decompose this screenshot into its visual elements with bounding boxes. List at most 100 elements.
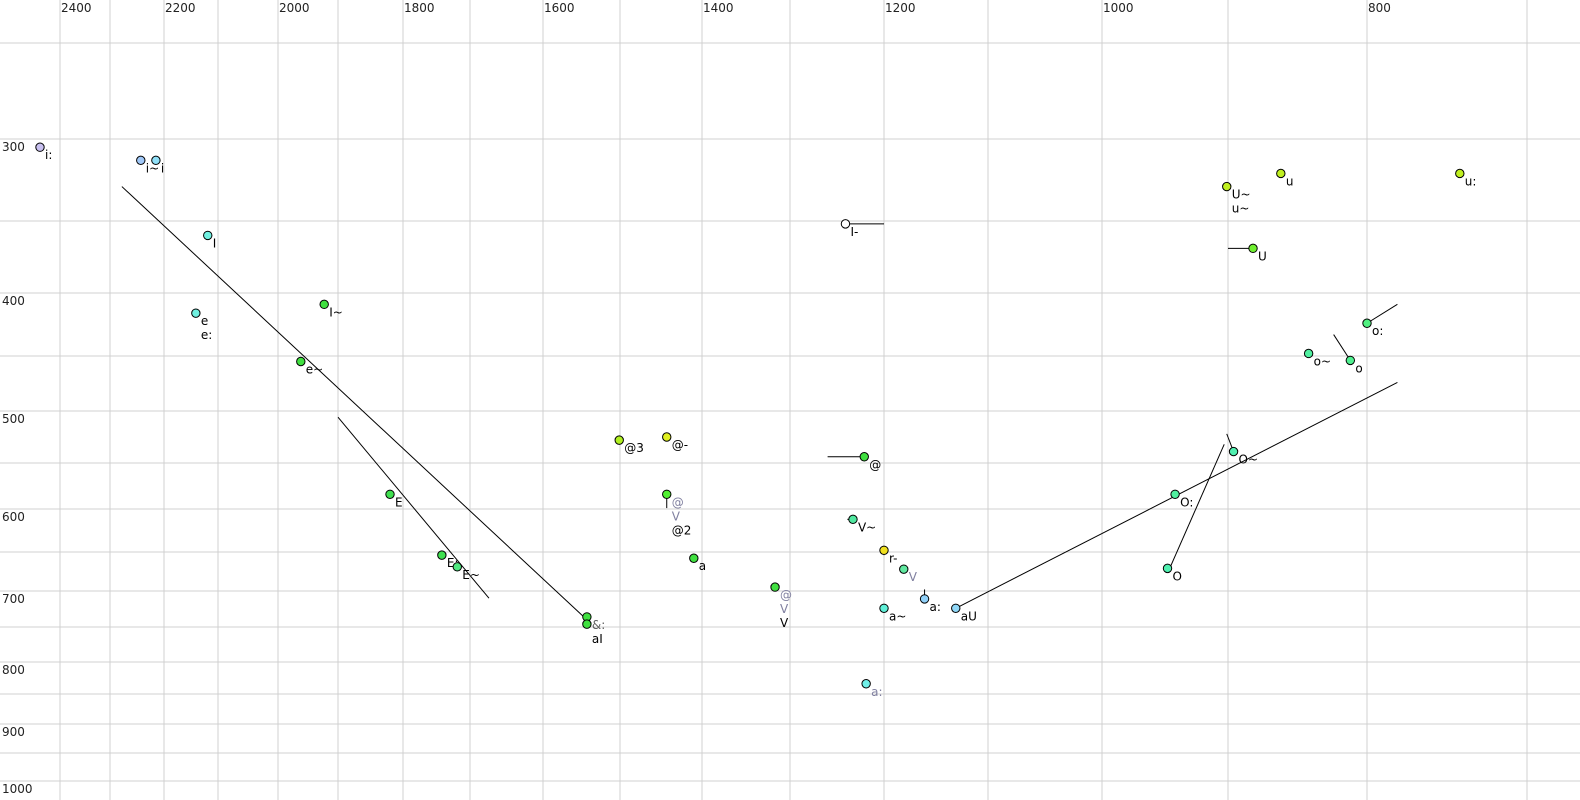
vowel-marker [1170,489,1180,499]
vowel-point: E: [437,550,458,570]
vowel-marker [879,603,889,613]
vowel-point: I~ [319,299,343,319]
vowel-point: a: [919,594,941,614]
vowel-marker [662,489,672,499]
y-tick-label: 600 [2,510,25,524]
vowel-marker [662,432,672,442]
vowel-label: E [395,495,403,509]
vowel-marker [1345,355,1356,366]
vowel-point: O~ [1228,446,1259,467]
x-tick-label: 1200 [885,1,916,15]
vowel-marker [848,514,858,525]
y-tick-label: 800 [2,663,25,677]
vowel-label: u~ [1232,202,1250,216]
vowel-label: @ [672,495,684,509]
vowel-marker [951,603,961,613]
vowel-point: o~ [1303,348,1331,368]
vowel-label: U~ [1232,188,1251,202]
vowel-point: @3 [614,435,644,455]
trajectories [121,186,1398,621]
vowel-marker [840,219,851,229]
x-tick-label: 1800 [404,1,435,15]
vowel-marker [151,155,161,166]
y-tick-label: 1000 [2,782,33,796]
vowel-label: aI [592,632,603,646]
vowel-point: aU [951,603,977,623]
vowel-label: a~ [889,609,906,623]
vowel-point: i [151,155,164,175]
vowel-label: @2 [672,523,692,537]
vowel-marker [385,489,395,499]
vowel-marker [899,564,909,574]
vowel-point: V~ [848,514,876,534]
y-tick-label: 900 [2,725,25,739]
vowel-point: r- [879,545,898,565]
vowel-point: U~u~ [1222,181,1251,216]
vowel-label: i [161,161,164,175]
vowel-label: a: [930,600,941,614]
trajectory-line [1366,303,1398,324]
vowel-label: @3 [624,441,644,455]
vowel-label: O~ [1239,453,1259,467]
vowel-label: O [1173,569,1182,583]
vowel-point: u [1276,168,1293,188]
vowel-label: &: [592,618,605,632]
trajectory-line [1169,444,1225,568]
vowel-label: @ [869,458,881,472]
vowel-marker [770,582,780,592]
vowel-point: a [689,553,706,573]
vowel-point: E [385,489,403,509]
vowel-label: V [672,509,681,523]
vowel-label: i: [45,148,52,162]
vowel-point: I- [840,219,858,239]
x-tick-label: 2000 [279,1,310,15]
vowel-marker [1362,318,1372,328]
vowel-label: a: [871,685,882,699]
vowel-label: @- [672,438,688,452]
vowel-label: aU [961,609,977,623]
vowel-point: I [203,230,216,250]
trajectory-line [337,416,490,599]
vowel-marker [582,619,592,629]
vowel-label: V [780,602,789,616]
vowel-point: U [1248,243,1267,263]
vowel-marker [452,562,462,572]
y-tick-label: 500 [2,412,25,426]
vowel-label: o: [1372,324,1383,338]
vowel-label: V [780,616,789,630]
vowel-marker [919,594,930,604]
vowel-point: a: [861,679,883,699]
vowel-marker [614,435,624,445]
vowel-point: a~ [879,603,906,623]
vowel-marker [1228,446,1239,457]
vowel-marker [1455,168,1465,179]
vowel-label: U [1258,249,1267,263]
x-tick-label: 2400 [61,1,92,15]
vowel-marker [1303,348,1314,359]
trajectory-line [121,186,588,621]
vowel-label: a [699,559,706,573]
vowel-label: E~ [462,568,480,582]
vowel-label: e~ [306,363,323,377]
vowel-label: V [909,570,918,584]
vowel-marker [859,452,869,462]
trajectory-line [1333,334,1351,361]
vowel-marker [319,299,329,310]
y-tick-label: 300 [2,140,25,154]
x-tick-label: 1400 [703,1,734,15]
vowel-point: O: [1170,489,1193,509]
y-tick-label: 400 [2,294,25,308]
vowel-label: u: [1465,174,1477,188]
vowel-point: e~ [296,356,323,377]
vowel-marker [1222,181,1232,192]
x-tick-label: 1000 [1103,1,1134,15]
x-tick-label: 800 [1368,1,1391,15]
vowel-marker [296,356,306,367]
x-tick-label: 1600 [544,1,575,15]
vowel-marker [1248,243,1258,254]
vowel-marker [879,545,889,555]
vowel-label: O: [1180,495,1193,509]
vowel-marker [136,155,146,166]
